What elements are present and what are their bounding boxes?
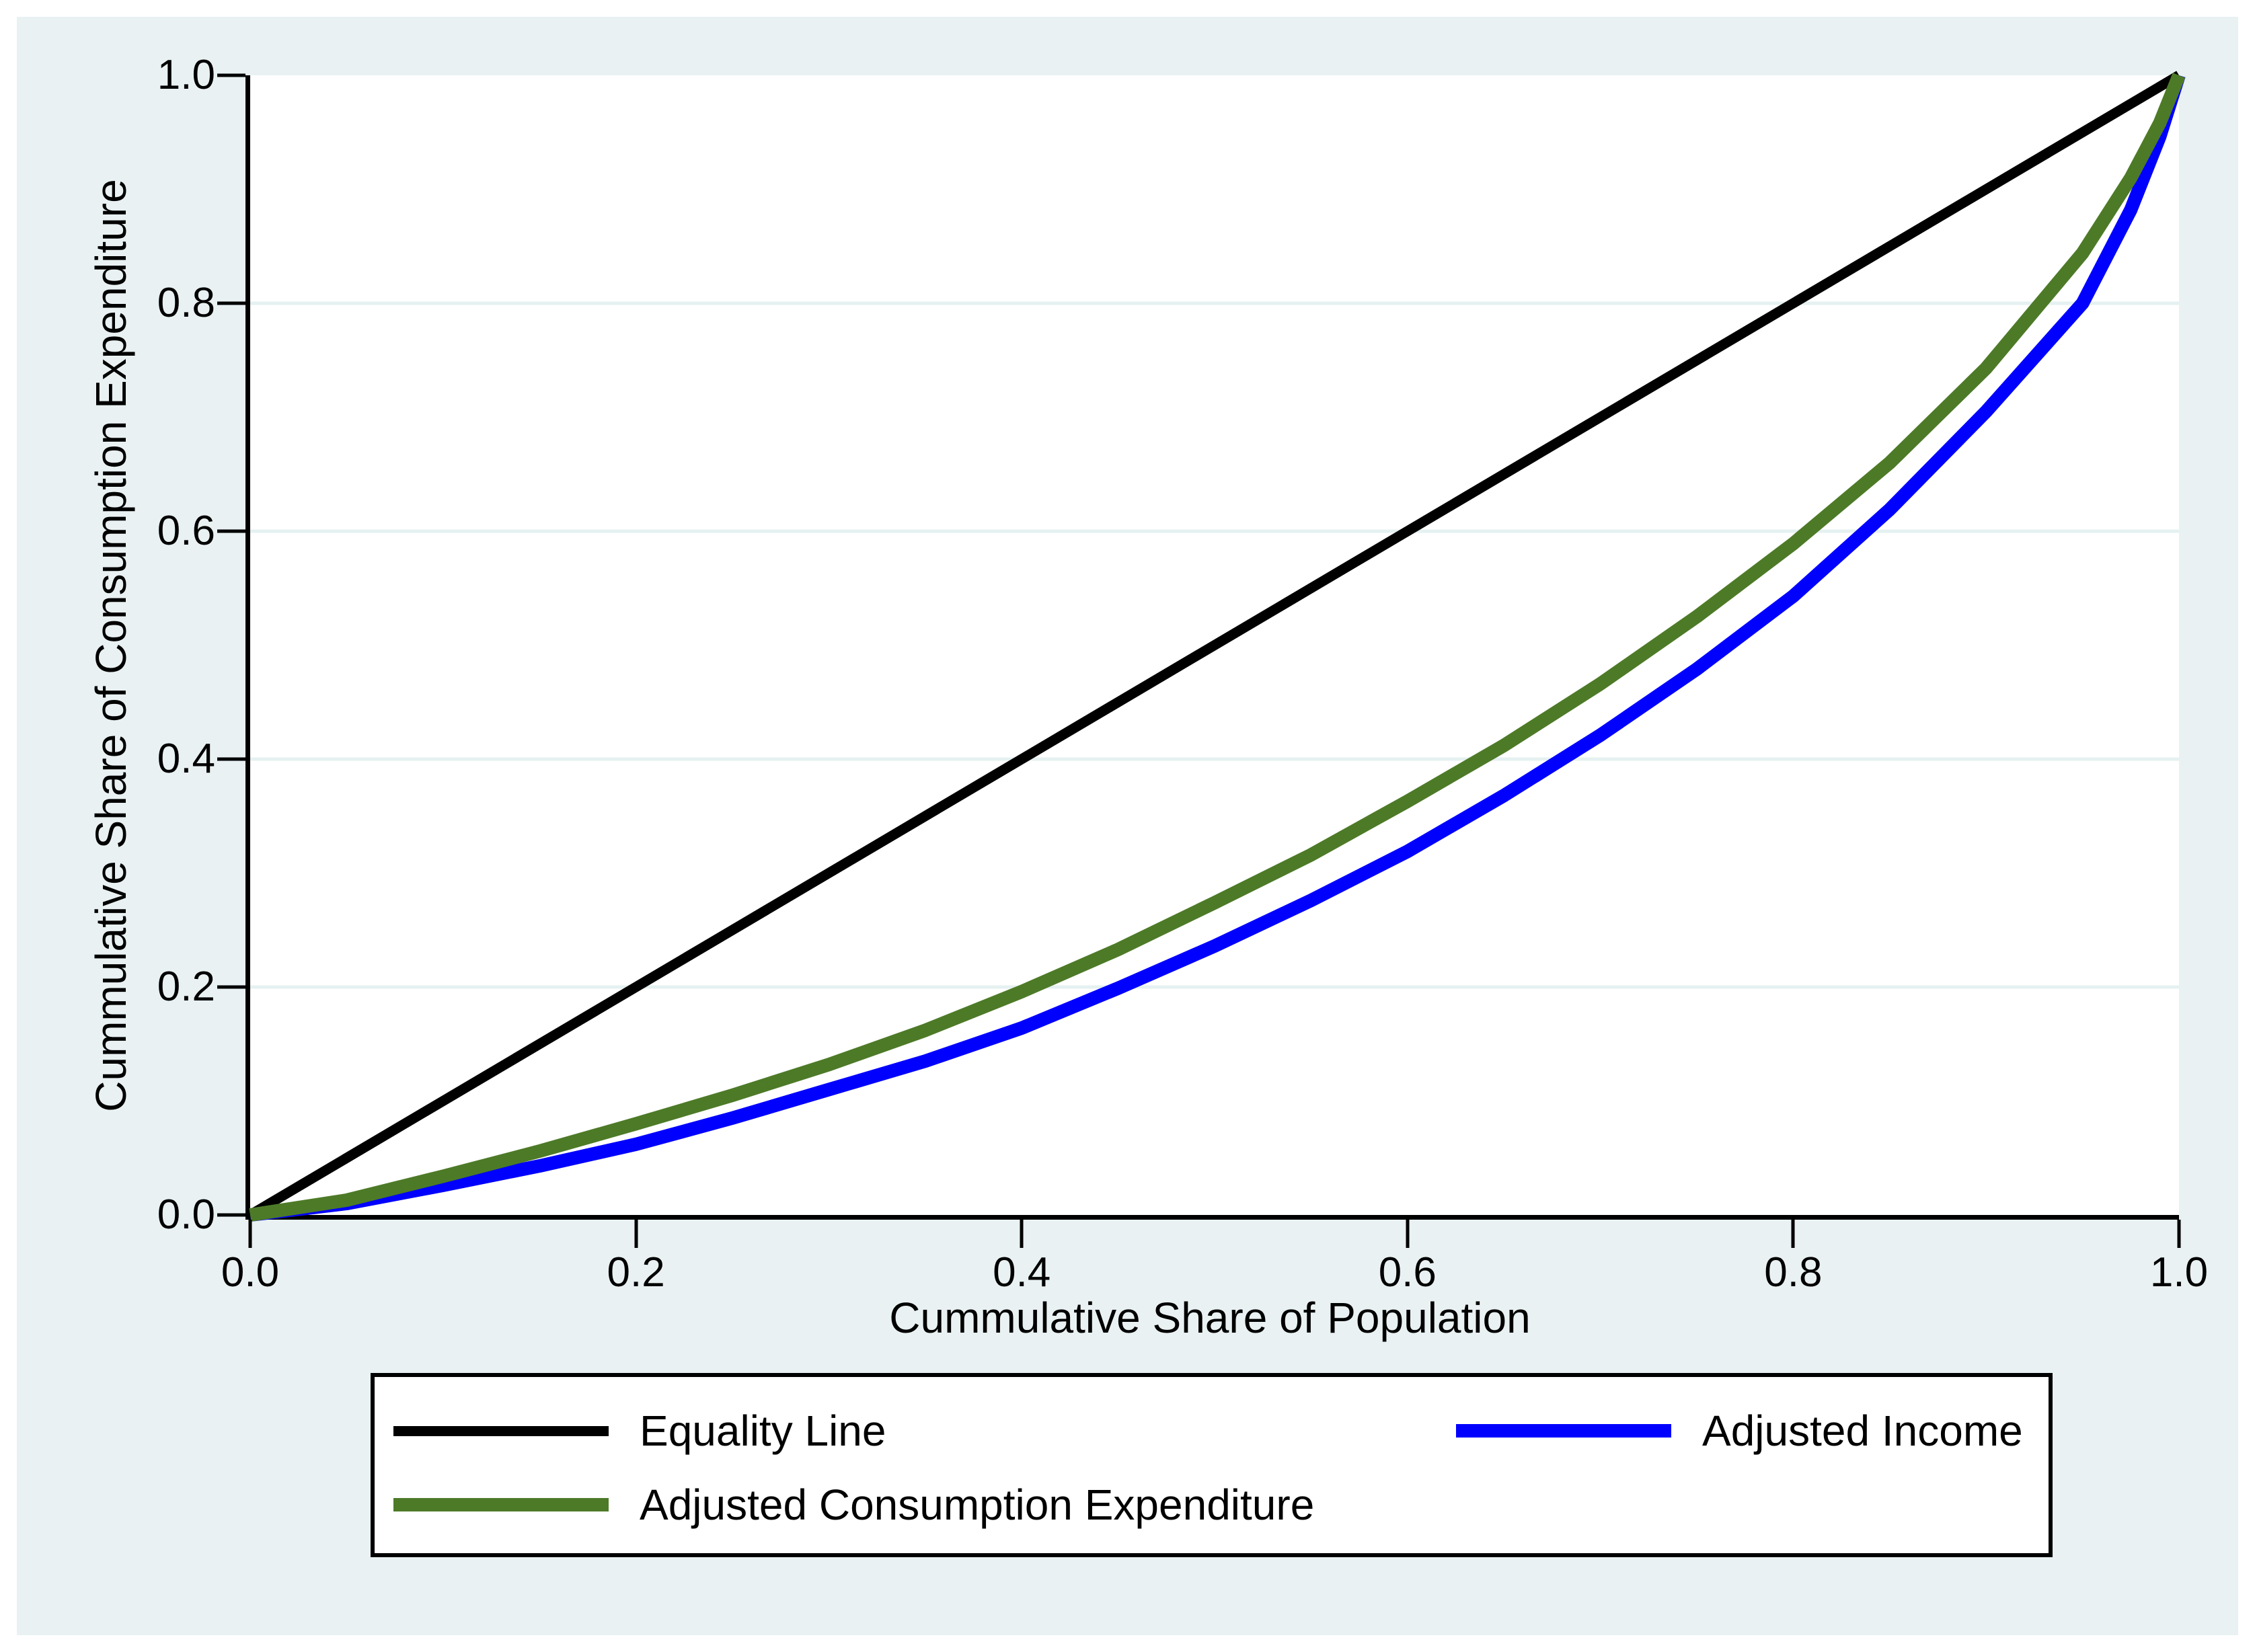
y-tick-label-0.6: 0.6 (157, 508, 215, 554)
x-tick-0.6 (1406, 1220, 1410, 1248)
x-tick-label-0.0: 0.0 (221, 1249, 280, 1296)
y-tick-label-0.4: 0.4 (157, 736, 215, 782)
y-tick-label-0.2: 0.2 (157, 963, 215, 1010)
y-tick-label-1.0: 1.0 (157, 52, 215, 98)
figure-canvas: Cummulative Share of Consumption Expendi… (17, 17, 2238, 1635)
y-tick-0.8 (217, 301, 245, 305)
legend-label-equality-line: Equality Line (640, 1407, 886, 1455)
y-tick-0.6 (217, 529, 245, 533)
x-axis-title: Cummulative Share of Population (889, 1294, 1531, 1342)
series-adjusted-consumption-expenditure (249, 73, 2186, 1222)
x-tick-0.4 (1020, 1220, 1024, 1248)
gridline-y-0.6 (250, 529, 2179, 533)
gridline-y-0.8 (250, 301, 2179, 305)
y-tick-1.0 (217, 73, 245, 77)
x-tick-0.2 (634, 1220, 638, 1248)
legend-label-adjusted-income: Adjusted Income (1702, 1407, 2023, 1455)
adjusted-consumption-expenditure-swatch (393, 1498, 609, 1511)
series-equality-line (247, 71, 2182, 1220)
y-tick-label-0.8: 0.8 (157, 280, 215, 326)
y-axis-title: Cummulative Share of Consumption Expendi… (87, 179, 135, 1112)
y-tick-0.2 (217, 985, 245, 989)
x-tick-0.8 (1791, 1220, 1795, 1248)
y-tick-0.0 (217, 1213, 245, 1217)
x-tick-label-0.6: 0.6 (1378, 1249, 1437, 1296)
plot-area: 0.0 0.2 0.4 0.6 0.8 1.0 0.0 0.2 0.4 0.6 0.8 1.0 (157, 54, 2208, 1294)
adjusted-income-swatch (1456, 1424, 1671, 1438)
x-tick-1.0 (2177, 1220, 2181, 1248)
gridline-y-0.2 (250, 985, 2179, 989)
gridline-y-0.4 (250, 757, 2179, 761)
x-tick-label-0.8: 0.8 (1764, 1249, 1823, 1296)
x-tick-0.0 (248, 1220, 252, 1248)
x-tick-label-1.0: 1.0 (2149, 1249, 2209, 1296)
legend: Equality Line Adjusted Income Adjusted C… (371, 1373, 2053, 1557)
series-adjusted-income (249, 73, 2186, 1222)
legend-item-equality-line: Equality Line (393, 1397, 886, 1464)
x-tick-label-0.2: 0.2 (607, 1249, 665, 1296)
plot-svg (247, 71, 2186, 1222)
equality-line-swatch (393, 1425, 609, 1436)
legend-item-adjusted-consumption-expenditure: Adjusted Consumption Expenditure (393, 1471, 1314, 1538)
y-tick-0.4 (217, 757, 245, 761)
legend-label-adjusted-consumption-expenditure: Adjusted Consumption Expenditure (640, 1481, 1315, 1529)
x-tick-label-0.4: 0.4 (993, 1249, 1051, 1296)
legend-item-adjusted-income: Adjusted Income (1456, 1397, 2023, 1464)
y-tick-label-0.0: 0.0 (157, 1191, 215, 1238)
